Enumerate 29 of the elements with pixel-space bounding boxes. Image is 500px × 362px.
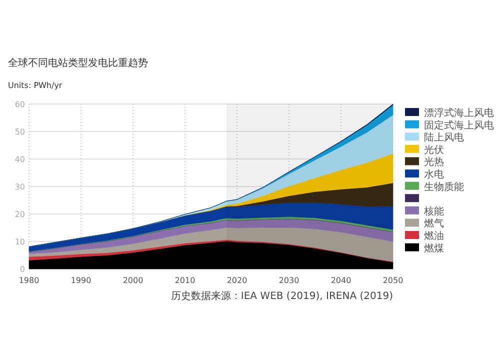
text: 历史数据来源：IEA WEB (2019), IRENA (2019) (170, 290, 394, 302)
x-tick-label: 2030 (278, 276, 300, 285)
x-tick-label: 1990 (70, 276, 92, 285)
y-tick-label: 40 (14, 155, 25, 164)
legend-label: 水电 (424, 168, 444, 180)
y-tick-label: 0 (20, 265, 25, 274)
x-tick-label: 2000 (122, 276, 144, 285)
legend-label: 燃煤 (424, 242, 444, 254)
y-tick-label: 10 (14, 238, 25, 246)
chart-subtitle: Units: PWh/yr (8, 81, 63, 90)
legend-label: 光热 (424, 156, 444, 168)
x-tick-label: 2050 (382, 276, 404, 285)
legend-label: 漂浮式海上风电 (424, 107, 494, 119)
legend-label: 核能 (423, 205, 444, 218)
legend-label: 光伏 (424, 144, 444, 156)
legend-label: 燃气 (424, 218, 444, 230)
legend-label: 固定式海上风电 (424, 119, 494, 132)
x-tick-label: 2010 (174, 276, 196, 285)
y-tick-label: 30 (14, 182, 25, 192)
y-tick-label: 20 (14, 210, 25, 219)
chart-title: 全球不同电站类型发电比重趋势 (8, 57, 148, 69)
x-tick-label: 1980 (18, 276, 40, 285)
legend-label: 生物质能 (424, 180, 464, 193)
legend-label: 陆上风电 (424, 132, 464, 144)
x-tick-label: 2020 (226, 276, 248, 285)
y-tick-label: 60 (14, 100, 25, 109)
legend-label: 燃油 (424, 230, 444, 242)
x-tick-label: 2040 (330, 276, 352, 285)
y-tick-label: 50 (14, 128, 25, 136)
